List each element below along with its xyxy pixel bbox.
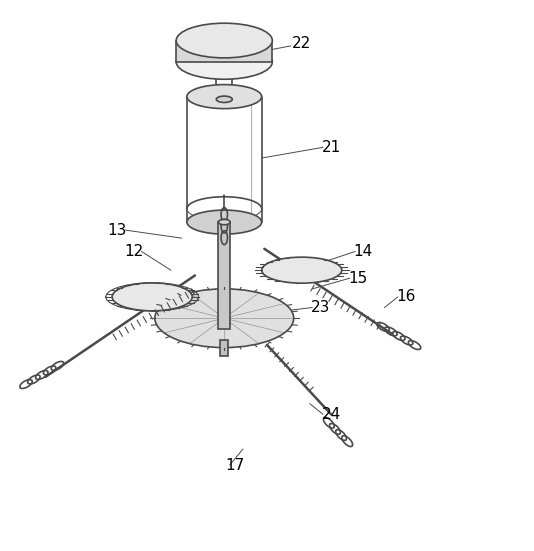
Text: 17: 17 [225, 457, 245, 473]
Polygon shape [218, 222, 230, 329]
Text: 21: 21 [321, 140, 341, 155]
Ellipse shape [216, 96, 232, 102]
Text: 16: 16 [396, 289, 415, 304]
Ellipse shape [187, 210, 262, 234]
Ellipse shape [176, 23, 272, 58]
Text: 15: 15 [348, 271, 367, 285]
Polygon shape [220, 339, 229, 355]
Text: 14: 14 [354, 244, 373, 259]
Ellipse shape [176, 45, 272, 79]
Ellipse shape [218, 219, 230, 225]
Ellipse shape [187, 85, 262, 109]
Polygon shape [176, 41, 272, 62]
Ellipse shape [112, 283, 192, 311]
Text: 24: 24 [321, 407, 341, 422]
Ellipse shape [155, 289, 294, 348]
Text: 13: 13 [108, 223, 127, 237]
Text: 12: 12 [124, 244, 143, 259]
Ellipse shape [262, 257, 342, 283]
Text: 22: 22 [292, 36, 311, 51]
Text: 23: 23 [311, 300, 330, 315]
